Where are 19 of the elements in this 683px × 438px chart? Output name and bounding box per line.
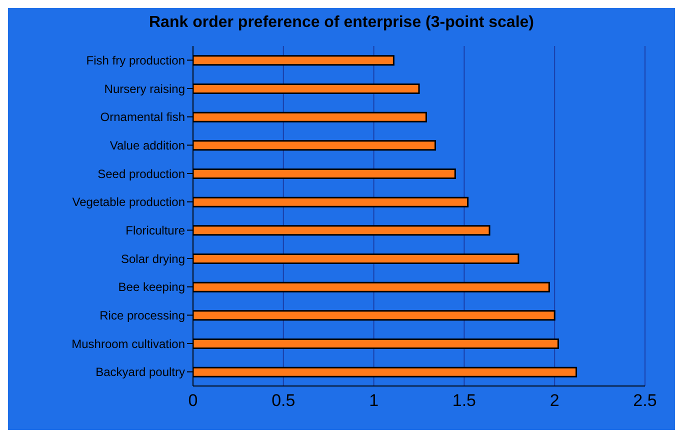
y-tick-label: Ornamental fish: [100, 110, 185, 124]
y-tick-label: Seed production: [98, 166, 185, 181]
y-tick-label: Bee keeping: [118, 280, 185, 294]
x-tick-label: 1.5: [452, 391, 476, 410]
y-tick-label: Nursery raising: [104, 82, 185, 96]
x-tick-label: 1: [369, 391, 379, 410]
y-tick-label: Mushroom cultivation: [72, 336, 185, 351]
y-tick-label: Solar drying: [120, 252, 185, 266]
y-tick-label: Value addition: [110, 138, 185, 152]
x-tick-label: 2.5: [633, 391, 657, 410]
x-tick-label: 2: [550, 391, 560, 410]
y-tick-label: Backyard poultry: [96, 365, 185, 380]
y-tick-label: Vegetable production: [72, 195, 185, 210]
y-tick-label: Fish fry production: [86, 53, 185, 68]
chart-title: Rank order preference of enterprise (3-point scale): [148, 13, 535, 33]
y-tick-label: Floriculture: [126, 223, 186, 238]
y-tick-label: Rice processing: [100, 308, 185, 322]
x-tick-label: 0.5: [272, 391, 296, 410]
x-tick-label: 0: [188, 391, 198, 410]
